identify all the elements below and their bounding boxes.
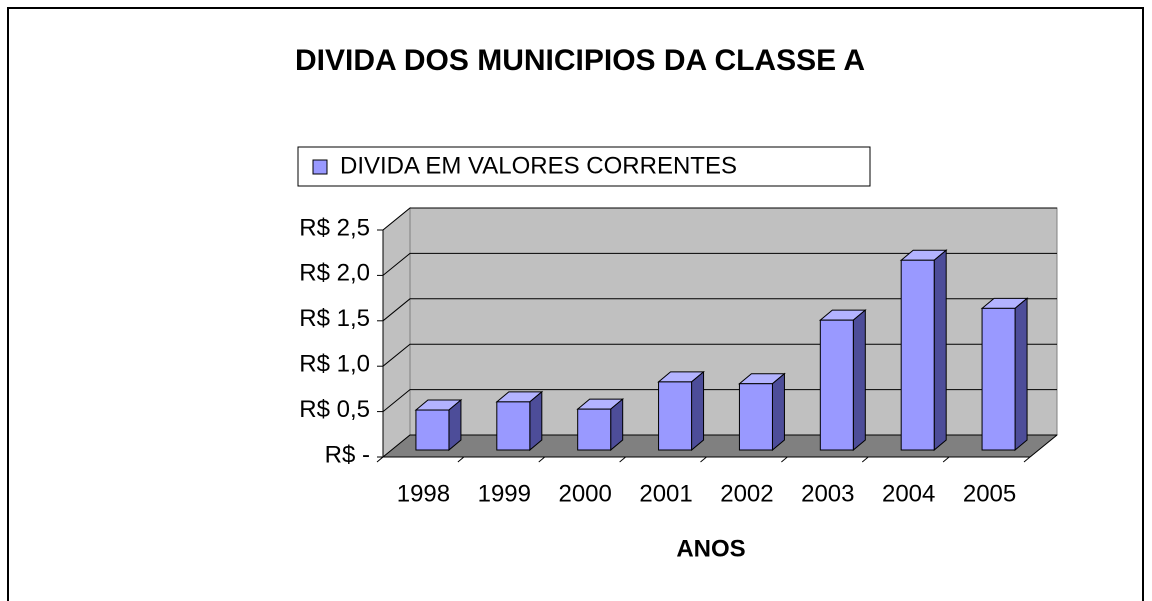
bar [496,401,531,451]
legend-swatch [312,159,328,175]
bar [900,259,935,451]
x-tick [942,456,950,463]
x-tick [700,456,707,463]
bar-side [1014,297,1028,452]
x-axis-title: ANOS [676,535,745,562]
bar-side [529,390,543,452]
bar-side [771,372,785,452]
grid-line [382,252,1057,276]
floor [381,434,1059,458]
x-tick-label: 1999 [478,480,531,507]
y-tick-label: R$ 2,5 [299,214,370,241]
bar [415,409,450,451]
y-tick-label: R$ - [325,441,370,468]
x-tick-label: 2003 [801,480,854,507]
bar [819,319,854,451]
x-tick [619,456,626,463]
floor-edge [1029,434,1058,458]
bar-side [691,370,705,452]
side-wall [382,206,411,459]
x-tick-label: 2000 [558,480,611,507]
x-tick [1023,456,1031,463]
bar [738,383,773,451]
x-tick [376,456,384,463]
bar [577,408,612,451]
x-tick-label: 2004 [882,480,935,507]
x-tick [457,456,465,463]
bar [981,307,1016,451]
bar-side [933,249,947,452]
y-tick-label: R$ 1,0 [299,351,370,378]
grid-line [382,298,1057,322]
chart-title: DIVIDA DOS MUNICIPIOS DA CLASSE A [295,44,865,77]
x-tick-label: 2002 [720,480,773,507]
legend-box [297,146,871,187]
x-tick [861,456,869,463]
x-tick-label: 2005 [963,480,1016,507]
y-tick-label: R$ 0,5 [299,396,370,423]
legend-label: DIVIDA EM VALORES CORRENTES [340,152,737,179]
bar [658,381,693,451]
x-tick-label: 2001 [639,480,692,507]
y-tick-label: R$ 1,5 [299,305,370,332]
bar-side [852,309,866,452]
grid-line [382,207,1057,231]
x-tick-label: 1998 [397,480,450,507]
y-tick-label: R$ 2,0 [299,260,370,287]
x-tick [781,456,788,463]
x-tick [538,456,546,463]
